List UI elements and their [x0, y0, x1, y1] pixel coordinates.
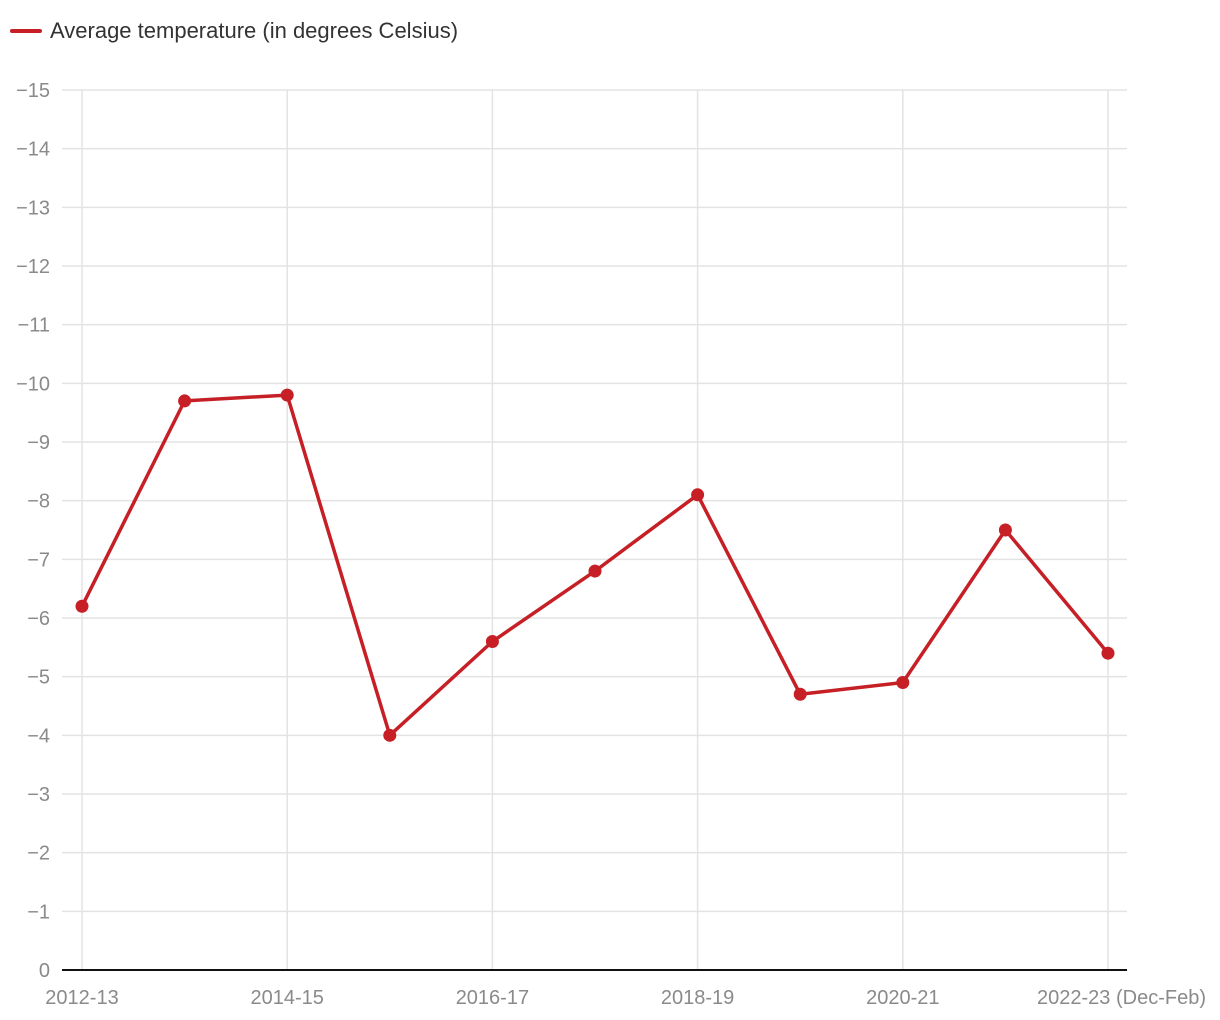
legend-label: Average temperature (in degrees Celsius)	[50, 18, 459, 43]
y-tick-label: −5	[27, 667, 50, 689]
legend: Average temperature (in degrees Celsius)	[10, 18, 458, 44]
legend-swatch	[10, 29, 42, 33]
data-point	[280, 388, 294, 402]
y-tick-label: 0	[39, 960, 50, 982]
data-point	[588, 564, 602, 578]
y-tick-label: −3	[27, 784, 50, 806]
data-point	[998, 523, 1012, 537]
y-tick-label: −13	[16, 197, 50, 219]
data-point	[485, 634, 499, 648]
x-tick-label: 2018-19	[661, 987, 734, 1009]
y-tick-label: −4	[27, 725, 50, 747]
y-tick-label: −6	[27, 608, 50, 630]
data-point	[178, 394, 192, 408]
y-tick-label: −8	[27, 491, 50, 513]
y-tick-label: −12	[16, 256, 50, 278]
y-tick-label: −2	[27, 843, 50, 865]
data-point	[793, 687, 807, 701]
data-point	[75, 599, 89, 613]
data-point	[691, 488, 705, 502]
y-tick-label: −15	[16, 80, 50, 102]
x-tick-label: 2012-13	[45, 987, 118, 1009]
y-tick-label: −1	[27, 901, 50, 923]
x-tick-label: 2016-17	[456, 987, 529, 1009]
y-tick-label: −7	[27, 549, 50, 571]
y-tick-label: −9	[27, 432, 50, 454]
x-tick-label: 2014-15	[250, 987, 323, 1009]
y-tick-label: −11	[18, 315, 50, 337]
x-tick-label: 2020-21	[866, 987, 939, 1009]
y-tick-label: −10	[16, 373, 50, 395]
x-tick-label: 2022-23 (Dec-Feb)	[1037, 987, 1206, 1009]
data-point	[896, 676, 910, 690]
data-point	[383, 728, 397, 742]
data-point	[1101, 646, 1115, 660]
y-tick-label: −14	[16, 139, 50, 161]
